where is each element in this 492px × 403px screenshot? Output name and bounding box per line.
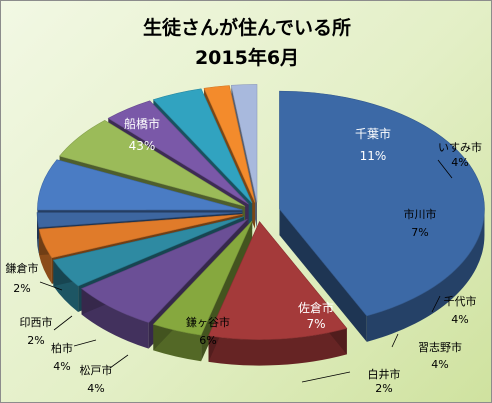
slice-percent-label: 11% [360, 149, 387, 163]
slice-name-label: 千代市 [444, 294, 477, 308]
slice-percent-label: 2% [375, 382, 392, 395]
slice-percent-label: 7% [306, 317, 325, 331]
leader-line [437, 159, 453, 179]
slice-percent-label: 4% [451, 313, 468, 326]
slice-name-label: 鎌ヶ谷市 [186, 315, 230, 329]
chart-subtitle: 2015年6月 [194, 47, 300, 69]
leader-line [39, 281, 63, 291]
slice-percent-label: 2% [27, 334, 44, 347]
pie-slice-side [366, 209, 485, 342]
pie-slice-top [107, 100, 249, 205]
pie-slice-1 [279, 90, 485, 342]
pie-slice-top [203, 85, 256, 203]
slice-percent-label: 4% [451, 156, 468, 169]
slice-name-label: 松戸市 [80, 363, 113, 377]
leader-line [301, 371, 351, 383]
pie-slice-top [152, 220, 253, 336]
pie-slice-top [38, 214, 243, 259]
slice-percent-label: 7% [411, 226, 428, 239]
slice-name-label: 千葉市 [355, 126, 391, 141]
slice-name-label: 佐倉市 [298, 300, 334, 315]
slice-percent-label: 43% [129, 139, 156, 153]
slice-percent-label: 6% [199, 334, 216, 347]
slice-percent-label: 4% [53, 360, 70, 373]
pie-slice-top [36, 212, 243, 228]
slice-name-label: 印西市 [20, 315, 53, 329]
slice-percent-label: 4% [87, 382, 104, 395]
pie-slice-top [52, 216, 245, 287]
leader-line [431, 295, 441, 313]
pie-slice-top [59, 119, 246, 207]
pie-slice-top [208, 220, 348, 340]
pie-slice-top [80, 218, 248, 323]
slice-name-label: 市川市 [404, 207, 437, 221]
pie-slice-top [152, 88, 253, 204]
pie-slice-top [279, 90, 485, 317]
pie-slice-side [208, 328, 347, 366]
slice-name-label: 白井市 [368, 367, 401, 381]
pie-slice-top [230, 84, 258, 203]
leader-line [53, 315, 73, 331]
slice-name-label: 習志野市 [418, 340, 462, 354]
pie-slice-wall [279, 209, 367, 342]
leader-line [73, 339, 97, 347]
leader-line [391, 333, 399, 348]
pie-slice-2 [208, 220, 348, 366]
slice-name-label: いすみ市 [438, 140, 482, 154]
slice-percent-label: 4% [431, 358, 448, 371]
slice-name-label: 船橋市 [124, 116, 160, 131]
slice-percent-label: 2% [13, 282, 30, 295]
pie-slice-top [37, 159, 243, 211]
chart-title: 生徒さんが住んでいる所 [142, 17, 352, 39]
slice-name-label: 柏市 [51, 341, 73, 355]
leader-line [109, 354, 129, 369]
slice-name-label: 鎌倉市 [6, 261, 39, 275]
